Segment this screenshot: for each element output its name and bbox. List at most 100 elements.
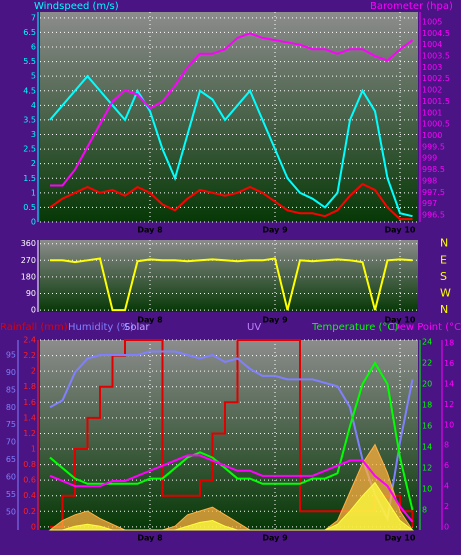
y-tick-label: 95: [6, 350, 16, 359]
y-tick-label: 0: [31, 218, 36, 227]
y-tick-label: 2: [31, 159, 36, 168]
y-tick-label: 20: [422, 380, 432, 389]
y-tick-label: 1.4: [23, 413, 36, 422]
series-line: [50, 257, 413, 312]
y-tick-label: 12: [444, 400, 454, 409]
y-tick-label: 2.5: [23, 145, 36, 154]
compass-label: S: [440, 270, 447, 283]
legend-label: Temperature (°C): [311, 322, 398, 333]
y-tick-label: 0.5: [23, 203, 36, 212]
y-tick-label: 998: [422, 176, 437, 185]
y-tick-label: 1001: [422, 108, 442, 117]
y-tick-label: 55: [6, 490, 16, 499]
series-line: [50, 481, 414, 531]
x-tick-label: Day 10: [385, 316, 416, 325]
y-tick-label: 1: [31, 188, 36, 197]
x-tick-label: Day 8: [137, 316, 163, 325]
y-tick-label: 85: [6, 385, 16, 394]
legend-label: Solar: [124, 322, 150, 333]
compass-label: N: [440, 303, 448, 316]
y-tick-label: 0.4: [23, 491, 36, 500]
y-tick-label: 1002: [422, 86, 442, 95]
y-tick-label: 50: [6, 507, 16, 516]
y-tick-label: 4: [444, 482, 449, 491]
y-tick-label: 22: [422, 359, 432, 368]
y-tick-label: 24: [422, 338, 432, 347]
x-tick-label: Day 9: [262, 226, 288, 235]
legend-label: Windspeed (m/s): [34, 1, 119, 12]
y-tick-label: 4: [31, 101, 36, 110]
y-tick-label: 1005: [422, 17, 442, 26]
y-tick-label: 6.5: [23, 28, 36, 37]
y-tick-label: 70: [6, 438, 16, 447]
y-tick-label: 999: [422, 154, 437, 163]
y-tick-label: 8: [444, 441, 449, 450]
y-tick-label: 14: [422, 443, 432, 452]
y-tick-label: 1000: [422, 131, 442, 140]
y-tick-label: 12: [422, 464, 432, 473]
y-tick-label: 3: [31, 130, 36, 139]
y-tick-label: 360: [21, 239, 36, 248]
y-tick-label: 270: [21, 256, 36, 265]
y-tick-label: 0: [31, 306, 36, 315]
y-tick-label: 0.8: [23, 460, 36, 469]
y-tick-label: 2: [444, 502, 449, 511]
x-tick-label: Day 9: [262, 316, 288, 325]
y-tick-label: 18: [444, 339, 454, 348]
y-tick-label: 65: [6, 455, 16, 464]
y-tick-label: 16: [422, 422, 432, 431]
x-tick-label: Day 8: [137, 226, 163, 235]
y-tick-label: 997: [422, 199, 437, 208]
y-tick-label: 5.5: [23, 57, 36, 66]
y-tick-label: 1004.5: [422, 29, 450, 38]
y-tick-label: 1.5: [23, 174, 36, 183]
series-line: [50, 32, 414, 187]
series-line: [49, 182, 413, 221]
y-tick-label: 14: [444, 379, 454, 388]
y-tick-label: 1000.5: [422, 120, 450, 129]
y-tick-label: 7: [31, 13, 36, 22]
y-tick-label: 1003: [422, 63, 442, 72]
y-tick-label: 0: [31, 522, 36, 531]
legend-label: Humidity (%): [68, 322, 134, 333]
x-tick-label: Day 10: [385, 534, 416, 543]
y-tick-label: 16: [444, 359, 454, 368]
y-tick-label: 3.5: [23, 115, 36, 124]
series-line: [49, 454, 414, 523]
legend-label: Barometer (hpa): [370, 1, 453, 12]
y-tick-label: 1003.5: [422, 52, 450, 61]
compass-label: W: [440, 287, 451, 300]
y-tick-label: 1001.5: [422, 97, 450, 106]
y-tick-label: 90: [26, 289, 36, 298]
y-tick-label: 996.5: [422, 210, 445, 219]
y-tick-label: 5: [31, 72, 36, 81]
y-tick-label: 999.5: [422, 142, 445, 151]
y-tick-label: 997.5: [422, 188, 445, 197]
x-tick-label: Day 10: [385, 226, 416, 235]
y-tick-label: 18: [422, 401, 432, 410]
y-tick-label: 2: [31, 367, 36, 376]
plot-area: [40, 240, 418, 312]
y-tick-label: 6: [31, 43, 36, 52]
legend-label: UV: [247, 322, 261, 333]
series-line: [49, 74, 413, 218]
y-tick-label: 90: [6, 368, 16, 377]
compass-label: E: [440, 253, 447, 266]
series-line: [49, 361, 414, 511]
y-tick-label: 1.2: [23, 429, 36, 438]
y-tick-label: 6: [444, 461, 449, 470]
y-tick-label: 0.6: [23, 476, 36, 485]
x-tick-label: Day 9: [262, 534, 288, 543]
y-tick-label: 10: [422, 485, 432, 494]
x-tick-label: Day 8: [137, 534, 163, 543]
compass-label: N: [440, 237, 448, 250]
legend-label: Rainfall (mm): [0, 322, 68, 333]
y-tick-label: 1.6: [23, 398, 36, 407]
y-tick-label: 0: [444, 522, 449, 531]
legend-label: Dew Point (°C): [392, 322, 461, 333]
y-tick-label: 10: [444, 420, 454, 429]
y-tick-label: 1002.5: [422, 74, 450, 83]
y-tick-label: 1: [31, 445, 36, 454]
y-tick-label: 2.2: [23, 351, 36, 360]
